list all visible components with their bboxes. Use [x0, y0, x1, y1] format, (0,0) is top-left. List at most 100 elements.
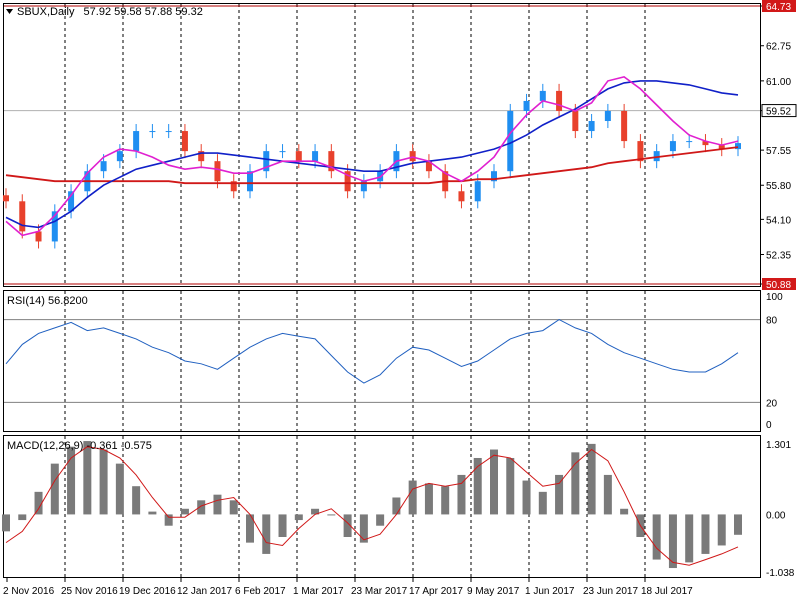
- level-label-bg: [762, 0, 796, 12]
- candle: [214, 161, 221, 182]
- candle: [621, 110, 628, 142]
- price-tick-label: 50.88: [766, 280, 791, 291]
- price-tick-label: 59.52: [766, 107, 791, 118]
- macd-bar: [327, 514, 336, 516]
- macd-bar: [246, 514, 254, 543]
- date-label: 2 Nov 2016: [3, 586, 55, 597]
- macd-bar: [50, 463, 59, 515]
- macd-bar: [359, 514, 368, 543]
- macd-bar: [115, 463, 124, 515]
- candle: [35, 231, 42, 242]
- macd-bar: [2, 514, 10, 532]
- macd-title: MACD(12,26,9) -0.361 -0.575: [7, 440, 152, 452]
- current-price-box: [761, 104, 797, 118]
- macd-bar: [603, 474, 612, 515]
- rsi-tick-label: 80: [766, 316, 778, 327]
- candle: [328, 151, 335, 172]
- date-label: 12 Jan 2017: [177, 586, 232, 597]
- macd-bar: [734, 514, 742, 535]
- level-label-bg: [762, 278, 796, 290]
- candle: [409, 151, 416, 162]
- candle: [686, 141, 693, 143]
- candle: [588, 121, 595, 132]
- price-axis: 64.73 62.75 61.00 59.52 57.55 55.80 54.10 52.35…: [760, 0, 797, 291]
- candle: [523, 100, 530, 111]
- date-label: 6 Feb 2017: [235, 586, 286, 597]
- candle: [51, 211, 58, 242]
- macd-bar: [490, 449, 498, 515]
- ma-fast-line: [5, 76, 739, 237]
- macd-bar: [555, 474, 564, 515]
- macd-bar: [620, 508, 629, 515]
- macd-bar: [34, 491, 43, 515]
- ma-mid-line: [5, 80, 739, 229]
- candle: [556, 90, 563, 111]
- macd-bar: [392, 497, 401, 515]
- price-tick-label: 64.73: [766, 2, 791, 13]
- candle: [312, 151, 319, 162]
- candle: [572, 110, 579, 132]
- candle: [100, 161, 107, 172]
- candle: [68, 191, 75, 212]
- macd-bar: [717, 514, 726, 546]
- rsi-title: RSI(14) 56.8200: [7, 295, 88, 307]
- rsi-tick-label: 20: [766, 398, 778, 409]
- candle: [507, 110, 514, 172]
- candle: [295, 151, 302, 162]
- date-label: 25 Nov 2016: [61, 586, 118, 597]
- date-label: 1 Jun 2017: [525, 586, 575, 597]
- candle: [718, 145, 725, 150]
- macd-bar: [132, 486, 141, 515]
- svg-text:SBUX,Daily 57.92 59.58 5: SBUX,Daily 57.92 59.58 57.88 59.32: [17, 6, 203, 18]
- macd-bar: [587, 443, 596, 515]
- candle: [458, 191, 465, 202]
- macd-bar: [668, 514, 677, 569]
- macd-bar: [652, 514, 661, 560]
- candle: [653, 151, 660, 162]
- candle: [279, 151, 286, 153]
- symbol-label: SBUX,Daily: [17, 6, 75, 18]
- candle: [702, 141, 709, 146]
- vertical-grid: [64, 4, 646, 577]
- candle: [149, 131, 156, 133]
- date-label: 19 Dec 2016: [119, 586, 176, 597]
- ma-slow-line: [5, 146, 739, 185]
- date-label: 23 Jun 2017: [583, 586, 638, 597]
- macd-bar: [148, 511, 157, 515]
- macd-bar: [522, 480, 531, 515]
- date-label: 23 Mar 2017: [351, 586, 408, 597]
- macd-bar: [197, 500, 206, 515]
- rsi-tick-label: 100: [766, 292, 783, 303]
- date-axis: 2 Nov 2016 25 Nov 2016 19 Dec 2016 12 Jan 2…: [3, 578, 693, 597]
- candle: [491, 171, 497, 182]
- candle: [344, 171, 351, 192]
- macd-bar: [164, 514, 173, 526]
- candle: [669, 141, 676, 152]
- candle: [230, 181, 237, 192]
- date-label: 18 Jul 2017: [641, 586, 693, 597]
- macd-bar: [473, 457, 482, 515]
- macd-bar: [538, 491, 547, 515]
- macd-bar: [18, 514, 27, 521]
- candle: [116, 151, 123, 162]
- macd-bar: [83, 441, 92, 515]
- candle: [360, 181, 367, 192]
- candle: [247, 171, 253, 192]
- macd-bar: [408, 480, 417, 515]
- macd-bar: [262, 514, 271, 554]
- dropdown-arrow-icon[interactable]: [6, 9, 13, 14]
- macd-bar: [180, 508, 189, 515]
- macd-bar: [343, 514, 352, 537]
- date-label: 17 Apr 2017: [409, 586, 463, 597]
- price-tick-label: 52.35: [766, 250, 791, 261]
- candle: [735, 143, 741, 150]
- date-label: 1 Mar 2017: [293, 586, 344, 597]
- candle: [19, 201, 26, 232]
- macd-bar: [311, 508, 320, 515]
- macd-bar: [278, 514, 287, 537]
- candle: [3, 195, 9, 202]
- macd-bar: [457, 474, 466, 515]
- price-tick-label: 54.10: [766, 215, 791, 226]
- rsi-line: [5, 319, 739, 384]
- candle: [425, 161, 432, 172]
